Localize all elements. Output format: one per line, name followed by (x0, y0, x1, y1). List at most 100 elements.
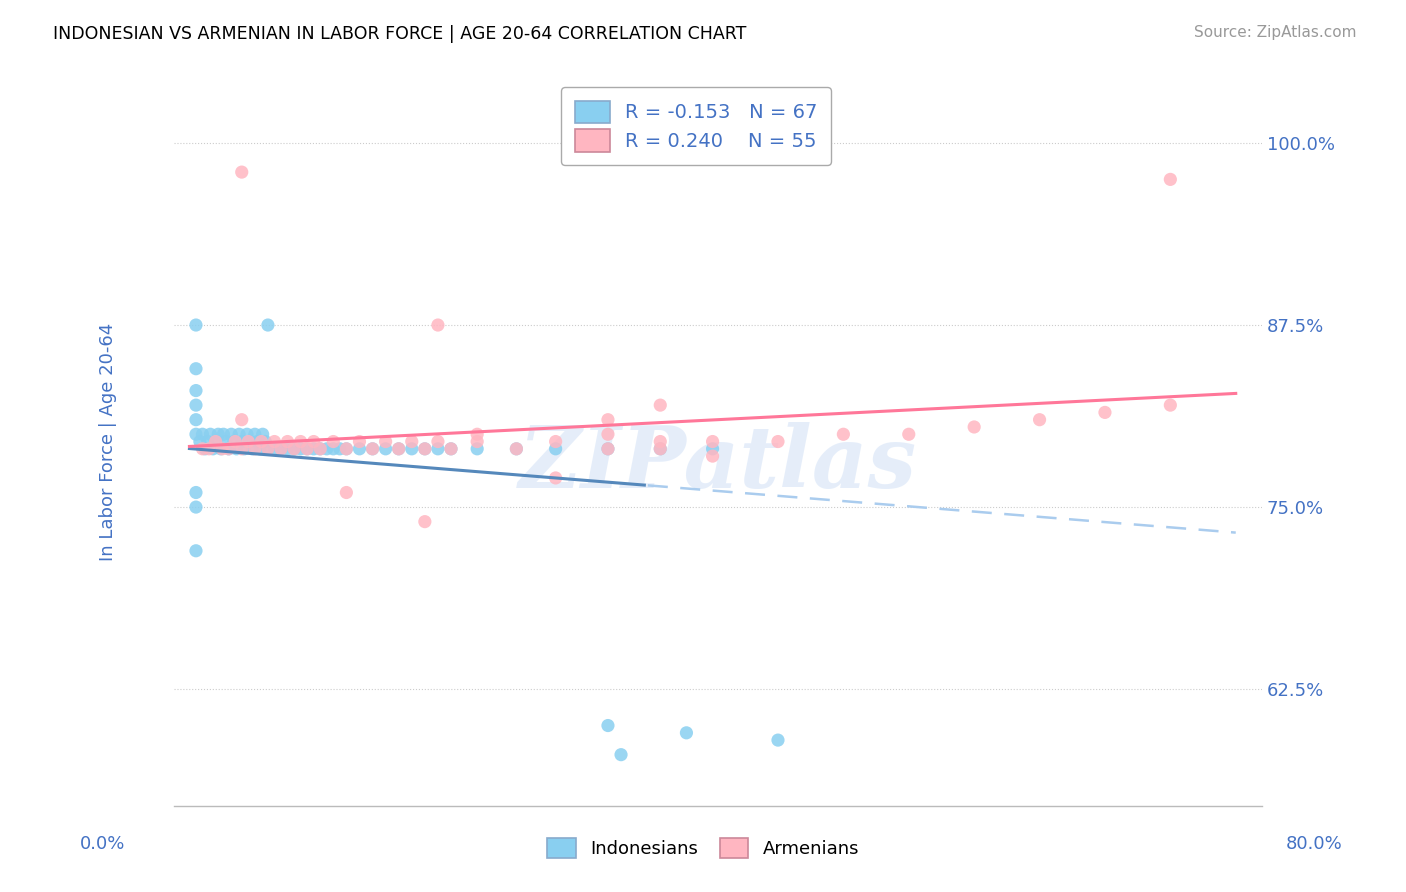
Point (465, 427, 488, 442)
Point (201, 442, 224, 456)
Text: Source: ZipAtlas.com: Source: ZipAtlas.com (1194, 25, 1357, 40)
Point (184, 413, 207, 427)
Point (650, 434, 672, 449)
Point (222, 434, 245, 449)
Point (465, 434, 488, 449)
Point (610, 747, 633, 762)
Point (322, 434, 344, 449)
Point (596, 442, 619, 456)
Point (276, 442, 298, 456)
Text: ZIPatlas: ZIPatlas (519, 422, 917, 505)
Point (257, 442, 280, 456)
Point (650, 442, 672, 456)
Point (465, 442, 488, 456)
Point (238, 434, 260, 449)
Point (218, 442, 240, 456)
Point (212, 427, 235, 442)
Point (184, 427, 207, 442)
Point (702, 442, 724, 456)
Point (188, 434, 211, 449)
Point (276, 434, 298, 449)
Point (361, 442, 384, 456)
Point (198, 442, 221, 456)
Point (191, 427, 214, 442)
Point (544, 434, 567, 449)
Point (388, 442, 411, 456)
Point (329, 442, 352, 456)
Text: INDONESIAN VS ARMENIAN IN LABOR FORCE | AGE 20-64 CORRELATION CHART: INDONESIAN VS ARMENIAN IN LABOR FORCE | … (53, 25, 747, 43)
Point (349, 434, 371, 449)
Point (194, 442, 217, 456)
Point (361, 442, 384, 456)
Point (426, 318, 449, 332)
Point (240, 442, 263, 456)
Point (219, 427, 242, 442)
Point (702, 434, 724, 449)
Point (426, 442, 449, 456)
Point (401, 434, 423, 449)
Point (1159, 172, 1181, 186)
Point (283, 442, 305, 456)
Point (243, 427, 266, 442)
Point (225, 442, 247, 456)
Point (197, 434, 219, 449)
Point (1094, 405, 1116, 419)
Point (250, 434, 273, 449)
Point (295, 442, 318, 456)
Point (231, 165, 253, 179)
Point (243, 442, 266, 456)
Point (897, 427, 920, 442)
Point (200, 427, 222, 442)
Point (263, 442, 285, 456)
Point (1159, 398, 1181, 412)
Point (228, 427, 250, 442)
Point (766, 733, 789, 747)
Text: 0.0%: 0.0% (80, 835, 125, 853)
Point (302, 434, 325, 449)
Point (963, 420, 986, 434)
Point (596, 442, 619, 456)
Point (233, 442, 256, 456)
Point (335, 485, 357, 500)
Point (218, 442, 240, 456)
Point (832, 427, 855, 442)
Point (309, 442, 332, 456)
Point (209, 442, 232, 456)
Point (675, 726, 697, 740)
Point (204, 434, 226, 449)
Point (426, 434, 449, 449)
Point (204, 434, 226, 449)
Point (231, 442, 253, 456)
Point (239, 434, 262, 449)
Point (650, 398, 672, 412)
Point (374, 442, 396, 456)
Point (401, 442, 423, 456)
Point (290, 442, 312, 456)
Point (335, 442, 357, 456)
Point (263, 434, 285, 449)
Point (254, 434, 277, 449)
Point (440, 442, 463, 456)
Point (184, 500, 207, 514)
Point (236, 427, 259, 442)
Point (440, 442, 463, 456)
Point (596, 413, 619, 427)
Point (596, 718, 619, 732)
Point (224, 434, 246, 449)
Point (596, 427, 619, 442)
Legend: Indonesians, Armenians: Indonesians, Armenians (540, 830, 866, 865)
Point (374, 434, 396, 449)
Point (270, 442, 292, 456)
Text: In Labor Force | Age 20-64: In Labor Force | Age 20-64 (100, 322, 118, 561)
Point (231, 413, 253, 427)
Point (388, 442, 411, 456)
Point (184, 398, 207, 412)
Legend: R = -0.153   N = 67, R = 0.240    N = 55: R = -0.153 N = 67, R = 0.240 N = 55 (561, 87, 831, 165)
Point (184, 543, 207, 558)
Point (184, 318, 207, 332)
Point (215, 434, 238, 449)
Point (211, 442, 233, 456)
Point (207, 427, 229, 442)
Point (283, 442, 305, 456)
Point (349, 442, 371, 456)
